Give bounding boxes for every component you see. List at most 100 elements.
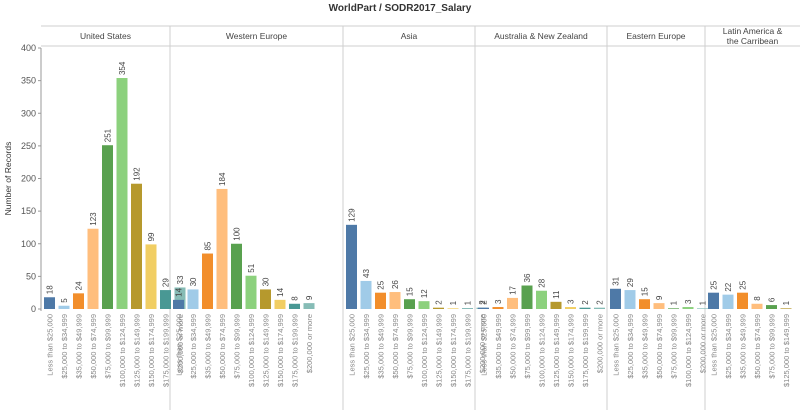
category-label: $200,000 or more [176,314,185,373]
category-label: $25,000 to $34,999 [362,314,371,379]
category-label: $35,000 to $49,999 [204,314,213,379]
bar-asia-150-000-to-174-999 [447,308,459,309]
y-tick-label: 400 [21,43,36,53]
category-label: $125,000 to $149,999 [262,314,271,387]
bar-eastern-europe-less-than-25-000 [610,288,621,309]
bar-australia-new-zealand-100-000-to-124-999 [536,290,547,309]
data-label: 15 [641,287,650,296]
data-label: 15 [406,287,415,296]
category-label: Less than $25,000 [612,314,621,376]
category-label: $150,000 to $174,999 [276,314,285,387]
bar-united-states-150-000-to-174-999 [145,244,157,309]
data-label: 3 [494,299,503,304]
panel-title: the Carribean [727,36,779,46]
category-label: Less than $25,000 [480,314,489,376]
chart-title: WorldPart / SODR2017_Salary [329,3,472,14]
bar-united-states-less-than-25-000 [44,297,55,309]
data-label: 2 [581,300,590,305]
data-label: 22 [724,282,733,291]
bar-eastern-europe-35-000-to-49-999 [639,299,650,309]
category-label: Less than $25,000 [46,314,55,376]
panel-headers: United States Western Europe Asia Australia… [41,25,800,410]
category-label: $125,000 to $149,999 [435,314,444,387]
data-label: 251 [104,128,113,142]
data-label: 3 [567,299,576,304]
panel-latin-america-the-carribean: 25 Less than $25,000 22 $25,000 to $34,999 2… [708,280,792,387]
y-axis-label: Number of Records [3,142,13,216]
panel-title: Latin America & [723,26,783,36]
bar-western-europe-35-000-to-49-999 [202,253,213,309]
data-label: 99 [147,232,156,241]
data-label: 2 [480,300,489,305]
category-label: $175,000 to $199,999 [291,314,300,387]
category-label: $25,000 to $34,999 [189,314,198,379]
data-label: 8 [291,296,300,301]
data-label: 1 [449,300,458,305]
bar-united-states-35-000-to-49-999 [73,293,84,309]
data-label: 1 [782,300,791,305]
data-label: 17 [509,285,518,294]
bar-latin-america-the-carribean-35-000-to-49-999 [737,292,748,309]
y-tick-label: 0 [31,304,36,314]
bar-united-states-175-000-to-199-999 [160,290,171,309]
panel-header-eastern-europe: Eastern Europe [626,31,685,41]
panel-header-western-europe: Western Europe [226,31,288,41]
bar-western-europe-75-000-to-99-999 [231,243,242,309]
category-label: $75,000 to $99,999 [670,314,679,379]
data-label: 192 [133,167,142,181]
category-label: $25,000 to $34,999 [60,314,69,379]
bar-western-europe-less-than-25-000 [173,299,184,309]
category-label: Less than $25,000 [175,314,184,376]
category-label: $35,000 to $49,999 [739,314,748,379]
category-label: Less than $25,000 [348,314,357,376]
data-label: 43 [362,268,371,277]
data-label: 30 [189,277,198,286]
category-label: $50,000 to $74,999 [89,314,98,379]
panel-title: Eastern Europe [626,31,685,41]
data-label: 85 [204,241,213,250]
bar-eastern-europe-25-000-to-34-999 [624,290,636,309]
panel-united-states: 18 Less than $25,000 5 $25,000 to $34,999 24… [44,61,186,387]
category-label: $75,000 to $99,999 [523,314,532,379]
panel-western-europe: 14 Less than $25,000 30 $25,000 to $34,999 8… [173,172,315,387]
bar-united-states-50-000-to-74-999 [87,228,99,309]
data-label: 18 [46,285,55,294]
category-label: $100,000 to $124,999 [684,314,693,387]
data-label: 1 [670,300,679,305]
panel-title: United States [80,31,131,41]
bar-asia-50-000-to-74-999 [389,292,401,309]
data-label: 2 [435,300,444,305]
category-label: $35,000 to $49,999 [377,314,386,379]
data-label: 29 [162,278,171,287]
panel-header-united-states: United States [80,31,131,41]
category-label: $100,000 to $124,999 [247,314,256,387]
panel-australia-new-zealand: 2 Less than $25,000 3 $35,000 to $49,999 17 $… [478,273,605,387]
data-label: 184 [218,172,227,186]
bar-united-states-125-000-to-149-999 [131,183,142,309]
category-label: $35,000 to $49,999 [75,314,84,379]
category-label: $125,000 to $149,999 [552,314,561,387]
data-label: 5 [60,298,69,303]
data-label: 28 [538,278,547,287]
bar-latin-america-the-carribean-75-000-to-99-999 [766,305,777,309]
bar-latin-america-the-carribean-25-000-to-34-999 [722,294,734,309]
data-label: 33 [176,275,185,284]
data-label: 25 [739,280,748,289]
y-tick-label: 300 [21,108,36,118]
panel-header-latin-america-the-carribean: Latin America &the Carribean [723,26,783,46]
bar-australia-new-zealand-35-000-to-49-999 [492,307,504,309]
category-label: $150,000 to $174,999 [449,314,458,387]
bar-western-europe-100-000-to-124-999 [245,275,257,309]
category-label: $35,000 to $49,999 [494,314,503,379]
category-label: $175,000 to $199,999 [464,314,473,387]
data-label: 1 [699,300,708,305]
bar-western-europe-125-000-to-149-999 [260,289,271,309]
data-label: 24 [75,281,84,290]
data-label: 25 [710,280,719,289]
bar-united-states-100-000-to-124-999 [116,78,128,309]
data-label: 36 [523,273,532,282]
y-tick-label: 100 [21,239,36,249]
